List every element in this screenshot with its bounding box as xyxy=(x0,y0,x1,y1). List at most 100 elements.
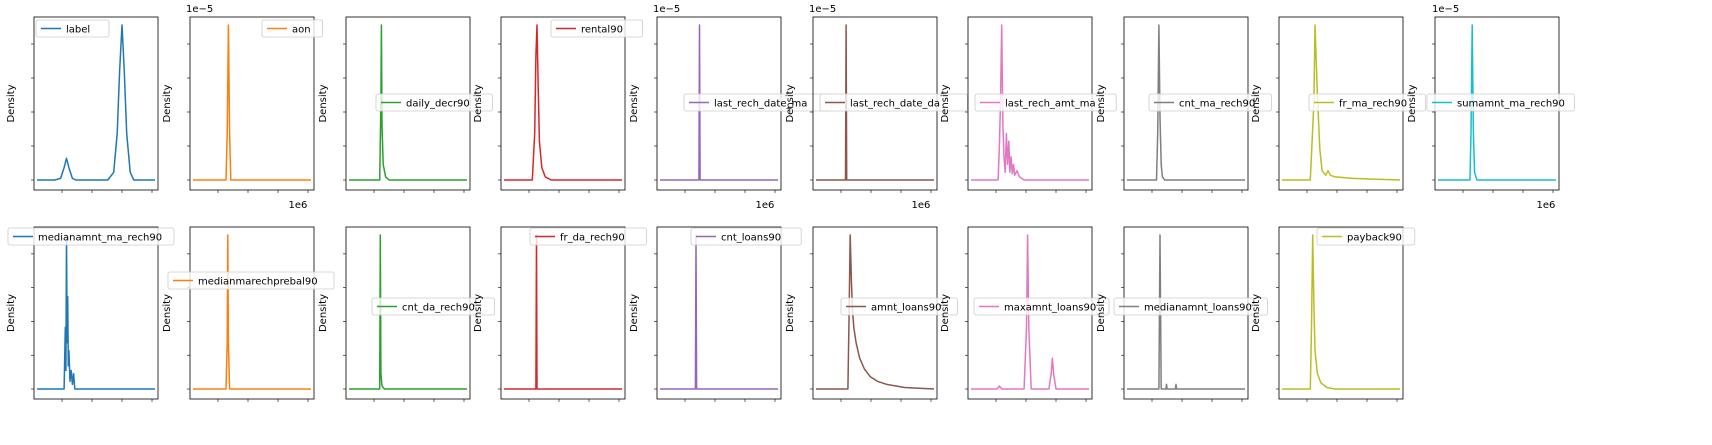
legend-box xyxy=(550,19,643,38)
legend: cnt_da_rech90 xyxy=(371,297,495,316)
y-axis-label: Density xyxy=(1407,84,1418,122)
legend-box xyxy=(1426,93,1575,112)
subplot-daily_decr90: Density daily_decr90 xyxy=(318,16,493,193)
x-offset-label: 1e6 xyxy=(289,200,308,211)
y-axis-label: Density xyxy=(629,294,640,332)
legend-box xyxy=(371,297,495,316)
density-curve xyxy=(971,234,1089,390)
legend-box xyxy=(690,227,802,246)
legend: last_rech_date_da xyxy=(819,93,968,112)
y-offset-label: 1e−5 xyxy=(653,4,680,15)
legend-label: last_rech_amt_ma xyxy=(1005,99,1096,110)
subplot-sumamnt_ma_rech90: Density 1e−5 1e6 sumamnt_ma_rech90 xyxy=(1407,4,1575,211)
legend-label: medianamnt_loans90 xyxy=(1144,303,1252,314)
legend: cnt_ma_rech90 xyxy=(1148,93,1272,112)
legend: rental90 xyxy=(550,19,643,38)
legend: label xyxy=(35,19,110,38)
legend-label: medianmarechprebal90 xyxy=(198,277,318,288)
legend-label: maxamnt_loans90 xyxy=(1004,303,1096,314)
axes-frame xyxy=(500,16,626,191)
y-axis-label: Density xyxy=(940,294,951,332)
y-axis-label: Density xyxy=(1096,294,1107,332)
subplot-label: Density label xyxy=(6,16,159,193)
subplot-maxamnt_loans90: Density maxamnt_loans90 xyxy=(940,226,1110,402)
legend-label: rental90 xyxy=(581,25,623,36)
density-curve xyxy=(193,24,311,181)
density-curve xyxy=(1282,24,1401,181)
legend-box xyxy=(1316,227,1416,246)
axes-frame xyxy=(500,226,626,400)
density-curve xyxy=(504,234,622,390)
density-curve xyxy=(37,24,155,181)
axes-frame xyxy=(1278,226,1404,400)
legend-box xyxy=(1148,93,1272,112)
density-curve xyxy=(1438,24,1556,181)
y-axis-label: Density xyxy=(785,84,796,122)
density-curve xyxy=(816,24,934,181)
legend: daily_decr90 xyxy=(375,93,493,112)
subplot-fr_ma_rech90: Density fr_ma_rech90 xyxy=(1251,16,1426,193)
legend: last_rech_date_ma xyxy=(683,93,832,112)
y-axis-label: Density xyxy=(1096,84,1107,122)
subplot-cnt_loans90: Density cnt_loans90 xyxy=(629,226,802,402)
density-curve xyxy=(504,24,622,181)
subplot-cnt_da_rech90: Density cnt_da_rech90 xyxy=(318,226,495,402)
legend-label: cnt_da_rech90 xyxy=(402,303,475,314)
density-curve xyxy=(1127,234,1245,390)
legend: amnt_loans90 xyxy=(840,297,958,316)
density-curve xyxy=(349,234,467,390)
subplot-rental90: Density rental90 xyxy=(473,16,643,193)
density-curve xyxy=(1127,24,1245,181)
legend-label: fr_ma_rech90 xyxy=(1339,99,1407,110)
axes-frame xyxy=(656,226,782,400)
legend-box xyxy=(1113,297,1269,316)
legend: fr_ma_rech90 xyxy=(1308,93,1426,112)
density-curve xyxy=(1282,234,1400,390)
density-curve xyxy=(37,234,155,390)
subplot-medianamnt_ma_rech90: Density medianamnt_ma_rech90 xyxy=(6,226,175,402)
subplot-amnt_loans90: Density amnt_loans90 xyxy=(785,226,958,402)
legend: last_rech_amt_ma xyxy=(974,93,1117,112)
density-curve xyxy=(660,234,778,390)
subplot-medianamnt_loans90: Density medianamnt_loans90 xyxy=(1096,226,1269,402)
subplot-payback90: Density payback90 xyxy=(1251,226,1416,402)
legend-label: fr_da_rech90 xyxy=(560,233,625,244)
legend-label: label xyxy=(66,25,90,36)
y-axis-label: Density xyxy=(1251,84,1262,122)
legend-box xyxy=(529,227,647,246)
subplot-last_rech_date_ma: Density 1e−5 1e6 last_rech_date_ma xyxy=(629,4,832,211)
legend: maxamnt_loans90 xyxy=(973,297,1110,316)
legend: cnt_loans90 xyxy=(690,227,802,246)
y-axis-label: Density xyxy=(6,84,17,122)
x-offset-label: 1e6 xyxy=(912,200,931,211)
y-axis-label: Density xyxy=(162,294,173,332)
y-axis-label: Density xyxy=(940,84,951,122)
y-axis-label: Density xyxy=(318,294,329,332)
legend-label: last_rech_date_da xyxy=(850,99,940,110)
legend-box xyxy=(819,93,968,112)
legend: medianamnt_loans90 xyxy=(1113,297,1269,316)
y-axis-label: Density xyxy=(785,294,796,332)
y-axis-label: Density xyxy=(162,84,173,122)
axes-frame xyxy=(189,226,315,400)
legend-box xyxy=(1308,93,1426,112)
legend-box xyxy=(974,93,1117,112)
y-offset-label: 1e−5 xyxy=(186,4,213,15)
axes-frame xyxy=(33,16,159,191)
legend-label: cnt_ma_rech90 xyxy=(1179,99,1255,110)
y-axis-label: Density xyxy=(629,84,640,122)
x-offset-label: 1e6 xyxy=(1537,200,1556,211)
legend-box xyxy=(375,93,493,112)
legend-label: payback90 xyxy=(1347,233,1402,244)
y-axis-label: Density xyxy=(318,84,329,122)
y-offset-label: 1e−5 xyxy=(809,4,836,15)
legend-label: sumamnt_ma_rech90 xyxy=(1457,99,1565,110)
legend-box xyxy=(840,297,958,316)
subplot-last_rech_date_da: Density 1e−5 1e6 last_rech_date_da xyxy=(785,4,968,211)
density-curve xyxy=(816,234,935,390)
subplot-last_rech_amt_ma: Density last_rech_amt_ma xyxy=(940,16,1117,193)
y-axis-label: Density xyxy=(6,294,17,332)
legend-box xyxy=(7,227,175,246)
density-curve xyxy=(193,234,311,390)
